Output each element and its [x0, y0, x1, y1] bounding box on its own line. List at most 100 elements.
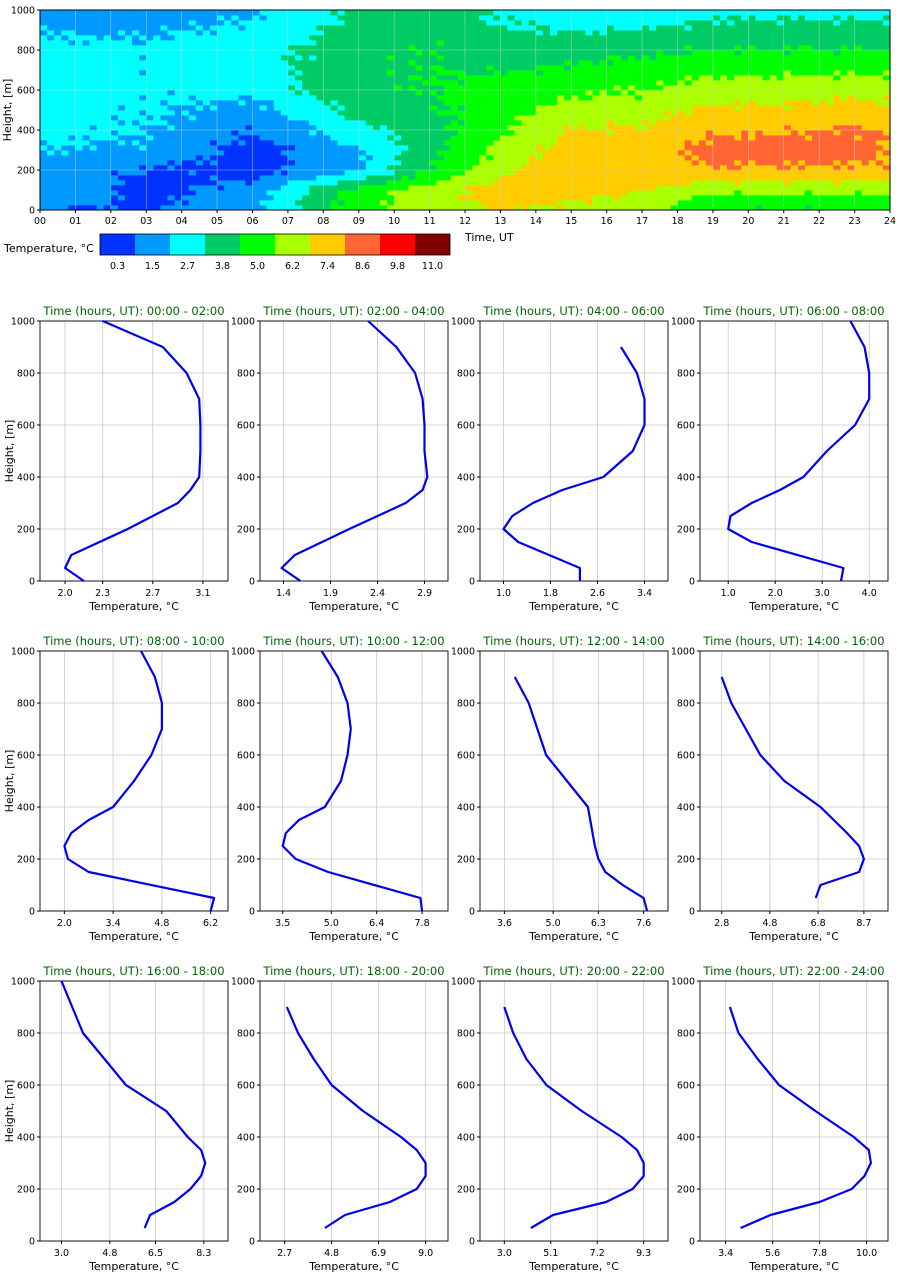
heatmap-cell — [776, 50, 785, 56]
heatmap-cell — [677, 40, 685, 46]
heatmap-cell — [521, 95, 530, 101]
heatmap-cell — [252, 185, 260, 191]
heatmap-cell — [542, 145, 551, 151]
heatmap-cell — [649, 150, 657, 156]
heatmap-cell — [677, 180, 685, 186]
heatmap-cell — [337, 185, 345, 191]
heatmap-x-tick-label: 01 — [69, 216, 81, 227]
heatmap-cell — [727, 20, 735, 26]
heatmap-cell — [61, 140, 69, 146]
heatmap-cell — [599, 75, 608, 81]
heatmap-cell — [422, 65, 430, 71]
heatmap-cell — [188, 80, 197, 86]
heatmap-cell — [812, 165, 820, 171]
heatmap-cell — [748, 150, 756, 156]
heatmap-cell — [188, 30, 197, 36]
heatmap-cell — [847, 80, 855, 86]
heatmap-cell — [259, 205, 268, 211]
heatmap-cell — [358, 110, 367, 116]
heatmap-cell — [727, 95, 735, 101]
heatmap-cell — [217, 155, 225, 161]
heatmap-cell — [585, 195, 593, 201]
heatmap-cell — [181, 120, 190, 126]
heatmap-cell — [734, 15, 742, 21]
heatmap-cell — [564, 15, 572, 21]
heatmap-cell — [642, 75, 650, 81]
heatmap-cell — [606, 90, 615, 96]
heatmap-cell — [472, 130, 480, 136]
heatmap-cell — [450, 100, 459, 106]
heatmap-cell — [861, 35, 870, 41]
heatmap-cell — [146, 115, 154, 121]
heatmap-cell — [585, 65, 593, 71]
heatmap-cell — [613, 190, 622, 196]
heatmap-cell — [323, 90, 331, 96]
heatmap-cell — [663, 115, 671, 121]
heatmap-cell — [826, 205, 834, 211]
heatmap-cell — [387, 145, 395, 151]
heatmap-cell — [776, 40, 785, 46]
heatmap-cell — [748, 70, 756, 76]
heatmap-cell — [599, 135, 608, 141]
heatmap-cell — [96, 125, 105, 131]
heatmap-cell — [54, 90, 62, 96]
heatmap-cell — [635, 170, 643, 176]
heatmap-cell — [61, 70, 69, 76]
heatmap-cell — [280, 10, 289, 16]
heatmap-cell — [217, 115, 225, 121]
heatmap-cell — [642, 95, 650, 101]
heatmap-cell — [110, 170, 119, 176]
profile-panel: Time (hours, UT): 02:00 - 04:001.4 1.9 2.4… — [231, 304, 449, 613]
heatmap-cell — [167, 145, 175, 151]
heatmap-cell — [422, 85, 430, 91]
heatmap-cell — [783, 115, 792, 121]
heatmap-cell — [457, 120, 466, 126]
heatmap-cell — [727, 60, 735, 66]
heatmap-cell — [358, 160, 367, 166]
heatmap-cell — [712, 155, 721, 161]
heatmap-cell — [500, 205, 508, 211]
heatmap-cell — [68, 95, 76, 101]
heatmap-cell — [401, 50, 409, 56]
heatmap-cell — [202, 165, 211, 171]
heatmap-cell — [372, 200, 381, 206]
heatmap-cell — [245, 40, 253, 46]
heatmap-cell — [231, 90, 239, 96]
heatmap-cell — [125, 160, 133, 166]
heatmap-cell — [47, 195, 55, 201]
heatmap-cell — [351, 75, 360, 81]
heatmap-cell — [670, 70, 678, 76]
heatmap-cell — [755, 130, 763, 136]
heatmap-cell — [691, 45, 700, 51]
heatmap-cell — [776, 70, 785, 76]
heatmap-cell — [882, 135, 891, 141]
heatmap-cell — [868, 15, 877, 21]
heatmap-cell — [252, 100, 260, 106]
heatmap-cell — [40, 90, 48, 96]
heatmap-cell — [89, 135, 98, 141]
panel-title: Time (hours, UT): 02:00 - 04:00 — [262, 304, 444, 318]
heatmap-cell — [415, 150, 423, 156]
heatmap-cell — [47, 85, 55, 91]
heatmap-cell — [415, 25, 423, 31]
heatmap-cell — [698, 20, 707, 26]
heatmap-cell — [762, 50, 770, 56]
heatmap-cell — [344, 165, 353, 171]
heatmap-cell — [443, 100, 452, 106]
heatmap-cell — [769, 175, 778, 181]
heatmap-cell — [47, 165, 55, 171]
heatmap-cell — [54, 20, 62, 26]
heatmap-cell — [68, 65, 76, 71]
heatmap-cell — [436, 195, 445, 201]
heatmap-cell — [670, 150, 678, 156]
heatmap-cell — [202, 50, 211, 56]
heatmap-cell — [160, 95, 168, 101]
heatmap-cell — [337, 50, 345, 56]
heatmap-cell — [620, 75, 629, 81]
heatmap-cell — [762, 120, 770, 126]
heatmap-cell — [139, 155, 147, 161]
heatmap-cell — [323, 25, 331, 31]
heatmap-cell — [507, 45, 515, 51]
heatmap-cell — [457, 180, 466, 186]
heatmap-cell — [790, 50, 799, 56]
